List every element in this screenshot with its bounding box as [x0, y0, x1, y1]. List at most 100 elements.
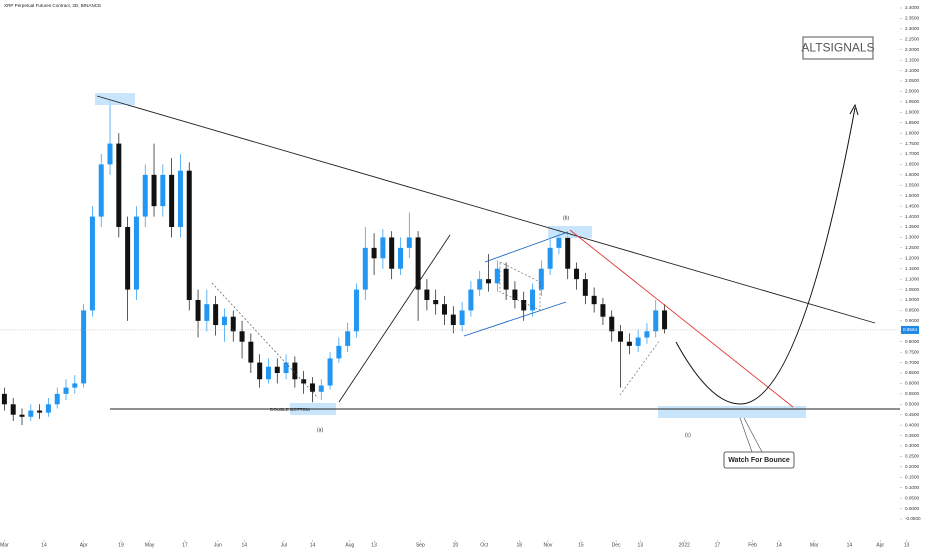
x-tick-label: Oct: [480, 542, 488, 548]
x-tick-label: Jul: [281, 542, 287, 548]
y-tick-label: 2.0000: [905, 89, 919, 94]
callout-box: [723, 451, 795, 469]
y-tick-label: 0.2500: [905, 454, 919, 459]
x-tick-label: 14: [241, 542, 247, 548]
y-tick-label: 0.5000: [905, 402, 919, 407]
y-tick-label: 0.3500: [905, 433, 919, 438]
candle-body: [362, 247, 368, 290]
x-tick-label: 14: [776, 542, 782, 548]
y-tick-label: 0.5500: [905, 391, 919, 396]
drawings: [95, 36, 900, 469]
candle-body: [530, 289, 536, 311]
arrow-head: [849, 103, 859, 116]
y-tick-label: 1.7000: [905, 151, 919, 156]
y-tick-label: 2.3500: [905, 16, 919, 21]
candle-body: [582, 279, 588, 296]
candle-body: [257, 362, 263, 380]
candle-body: [635, 337, 641, 346]
candle-body: [19, 414, 25, 417]
y-tick-label: 0.3000: [905, 443, 919, 448]
candle-body: [450, 314, 456, 326]
y-tick-label: 1.1500: [905, 266, 919, 271]
callout-pointer: [743, 417, 763, 453]
y-tick-label: 1.4000: [905, 214, 919, 219]
candle-body: [600, 304, 606, 317]
candle-body: [204, 304, 210, 321]
x-tick-label: Jun: [214, 542, 222, 548]
candle-body: [521, 300, 527, 311]
candle-body: [160, 174, 166, 207]
x-tick-label: Apr: [80, 542, 88, 548]
candle-body: [309, 383, 315, 392]
candle-body: [230, 316, 236, 332]
y-tick-label: 0.0500: [905, 495, 919, 500]
y-tick-label: 0.4500: [905, 412, 919, 417]
y-tick-label: 1.3000: [905, 235, 919, 240]
y-tick-label: 0.4000: [905, 422, 919, 427]
y-tick-label: 1.5000: [905, 193, 919, 198]
candle-body: [125, 227, 131, 290]
x-tick-label: 20: [453, 542, 459, 548]
y-tick-label: 2.0500: [905, 78, 919, 83]
annotation: (c): [685, 432, 691, 438]
candle-body: [424, 289, 430, 300]
y-tick-label: -0.0500: [905, 516, 921, 521]
highlight: [95, 93, 135, 105]
watermark: ALTSIGNALS: [801, 41, 874, 55]
candle-body: [591, 295, 597, 305]
x-tick-label: Dec: [612, 542, 621, 548]
candle-body: [547, 247, 553, 269]
candle-body: [626, 341, 632, 346]
y-tick-label: 2.2000: [905, 47, 919, 52]
y-tick-label: 2.1500: [905, 57, 919, 62]
y-tick-label: 0.6000: [905, 381, 919, 386]
candle-body: [63, 387, 69, 394]
candle-body: [415, 237, 421, 290]
highlight: [548, 226, 592, 238]
x-tick-label: 13: [638, 542, 644, 548]
projection-curve: [675, 107, 856, 405]
marks: -0.0500 0.0000 0.0500 0.1000 0.1500 0.2000 0.2…: [0, 5, 921, 548]
candle-body: [459, 310, 465, 326]
candle-body: [213, 304, 219, 326]
candle-body: [327, 358, 333, 386]
candle-body: [45, 404, 51, 413]
candle-body: [177, 170, 183, 227]
watermark-box: [802, 36, 874, 60]
y-tick-label: 1.6500: [905, 162, 919, 167]
y-tick-label: 0.6500: [905, 370, 919, 375]
last-price-label: 0.8564: [903, 327, 917, 332]
candle-body: [618, 331, 624, 342]
x-tick-label: Sep: [416, 542, 425, 548]
y-tick-label: 1.6000: [905, 172, 919, 177]
y-tick-label: 1.1000: [905, 276, 919, 281]
candle-body: [107, 143, 113, 165]
y-tick-label: 2.2500: [905, 37, 919, 42]
y-tick-label: 0.1500: [905, 475, 919, 480]
candle-body: [265, 366, 271, 380]
y-tick-label: 1.4500: [905, 203, 919, 208]
candle-body: [142, 174, 148, 217]
trendline: [96, 95, 876, 324]
annotation: (b): [563, 215, 569, 221]
y-tick-label: 2.1000: [905, 68, 919, 73]
x-tick-label: Aug: [345, 542, 354, 548]
candle-body: [389, 237, 395, 269]
candle-body: [512, 289, 518, 300]
y-tick-label: 1.8000: [905, 130, 919, 135]
callout-pointer: [739, 417, 753, 453]
candle-body: [441, 304, 447, 315]
candle-body: [318, 385, 324, 392]
candle-body: [397, 247, 403, 269]
candle-body: [221, 316, 227, 326]
x-tick-label: 13: [371, 542, 377, 548]
candle-body: [653, 310, 659, 332]
candle-body: [486, 279, 492, 284]
candle-body: [133, 216, 139, 290]
y-tick-label: 2.4000: [905, 5, 919, 10]
candle-body: [494, 268, 500, 284]
x-tick-label: 17: [715, 542, 721, 548]
x-tick-label: 15: [578, 542, 584, 548]
candle-body: [239, 331, 245, 342]
